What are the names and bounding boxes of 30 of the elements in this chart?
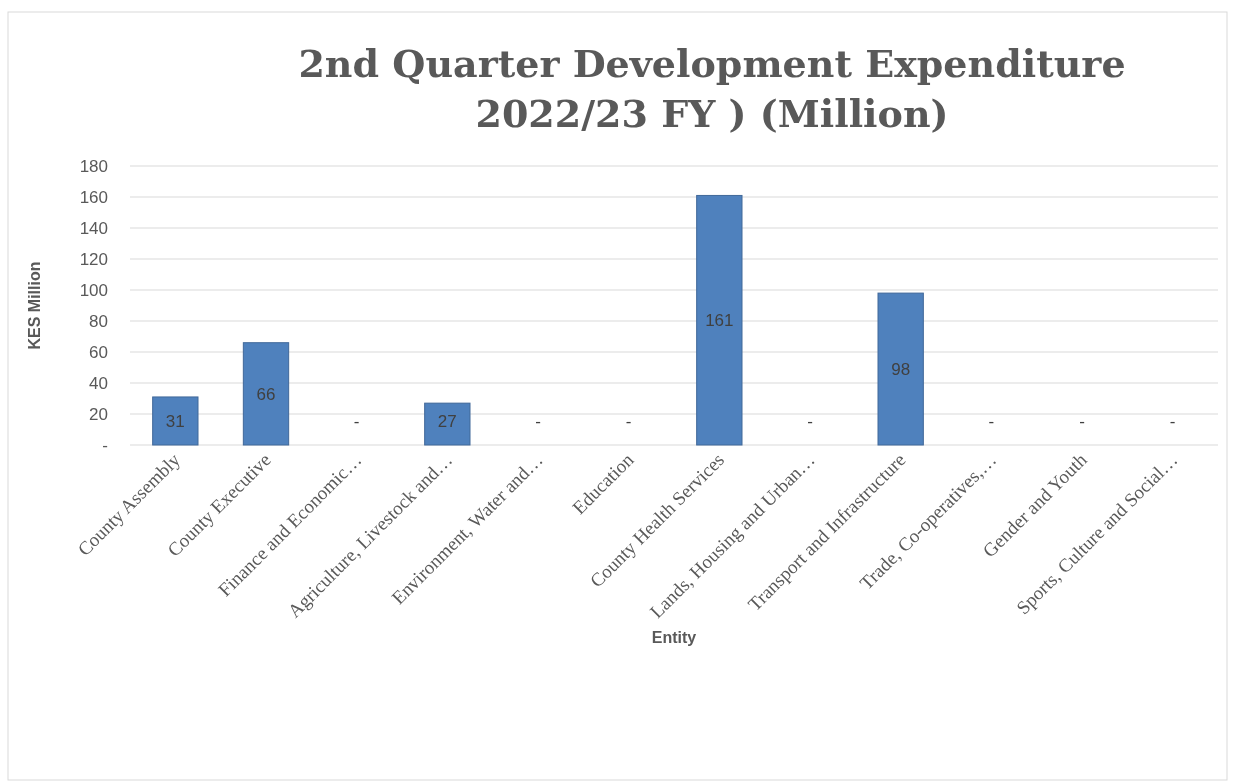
y-tick-label: 160: [79, 187, 108, 207]
data-label: -: [625, 411, 632, 431]
bar: [424, 402, 471, 446]
data-label: -: [353, 411, 360, 431]
data-label: 31: [165, 411, 185, 431]
y-tick-label: 180: [79, 156, 108, 176]
x-axis-title: Entity: [651, 629, 697, 646]
data-label: 66: [256, 384, 276, 404]
bar: [242, 342, 290, 446]
data-label: -: [988, 411, 995, 431]
chart-title: 2nd Quarter Development Expenditure 2022/23 FY ) (Million): [298, 41, 1126, 136]
y-tick-label: 120: [79, 249, 108, 269]
data-label: 161: [705, 311, 734, 331]
y-tick-label: 20: [89, 404, 108, 424]
y-tick-label: 100: [79, 280, 108, 300]
data-label: -: [535, 411, 541, 431]
data-label: 27: [437, 411, 457, 431]
y-tick-label: 60: [89, 342, 108, 362]
data-label: -: [1079, 411, 1085, 431]
data-label: -: [1169, 411, 1176, 431]
bar: [152, 396, 199, 446]
y-tick-label: -: [102, 435, 108, 455]
y-tick-label: 40: [89, 373, 108, 393]
bar: [696, 194, 743, 446]
bar: [877, 292, 924, 446]
y-tick-label: 140: [79, 218, 108, 238]
data-label: -: [807, 411, 813, 431]
y-axis-title: KES Million: [26, 261, 43, 350]
data-label: 98: [891, 360, 911, 379]
y-tick-label: 80: [89, 311, 108, 331]
